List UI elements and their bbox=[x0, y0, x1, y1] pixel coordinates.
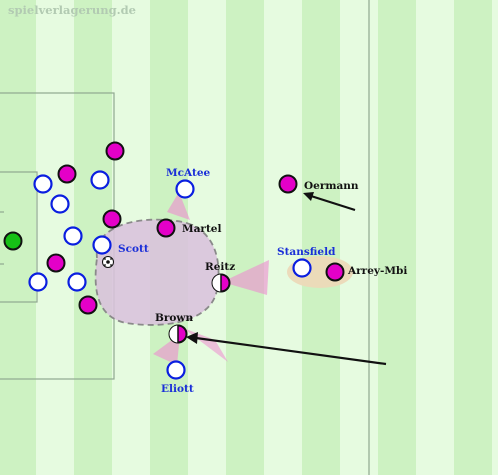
player-magenta-4 bbox=[46, 253, 66, 273]
team-b-players bbox=[28, 170, 312, 380]
player-magenta-5 bbox=[78, 295, 98, 315]
pressing-zone bbox=[94, 218, 220, 326]
player-magenta-1 bbox=[105, 141, 125, 161]
player-stansfield bbox=[292, 258, 312, 278]
player-defender-6 bbox=[67, 272, 87, 292]
player-brown bbox=[168, 324, 188, 344]
label-martel: Martel bbox=[182, 223, 221, 235]
label-eliott: Eliott bbox=[161, 383, 194, 395]
player-defender-4 bbox=[63, 226, 83, 246]
label-oermann: Oermann bbox=[304, 180, 359, 192]
player-defender-1 bbox=[33, 174, 53, 194]
arrow-oermann-run bbox=[310, 194, 356, 212]
pressure-cone-reitz bbox=[222, 260, 269, 295]
arrowhead-oermann-run bbox=[303, 192, 314, 201]
label-mcatee: McAtee bbox=[166, 167, 211, 179]
player-magenta-3 bbox=[102, 209, 122, 229]
goal-area bbox=[0, 171, 38, 303]
arrow-brown-run bbox=[195, 336, 387, 366]
label-arrey-mbi: Arrey-Mbi bbox=[347, 265, 407, 277]
player-arrey-mbi bbox=[325, 262, 345, 282]
player-eliott bbox=[166, 360, 186, 380]
player-defender-2 bbox=[90, 170, 110, 190]
player-goalkeeper bbox=[3, 231, 23, 251]
label-scott: Scott bbox=[118, 243, 149, 255]
label-brown: Brown bbox=[155, 312, 193, 324]
watermark-text: spielverlagerung.de bbox=[8, 3, 136, 17]
player-scott bbox=[92, 235, 112, 255]
team-a-players bbox=[46, 141, 345, 344]
player-defender-5 bbox=[28, 272, 48, 292]
player-oermann bbox=[278, 174, 298, 194]
player-martel bbox=[156, 218, 176, 238]
pressure-cone-martel bbox=[167, 192, 190, 220]
ball-icon bbox=[102, 256, 114, 268]
player-defender-3 bbox=[50, 194, 70, 214]
player-magenta-2 bbox=[57, 164, 77, 184]
arrowhead-brown-run bbox=[186, 332, 198, 344]
player-labels: McAtee Scott Martel Reitz Brown Eliott O… bbox=[118, 167, 407, 395]
player-reitz bbox=[211, 273, 231, 293]
label-stansfield: Stansfield bbox=[277, 246, 336, 258]
movement-arrows bbox=[186, 192, 387, 366]
player-mcatee bbox=[175, 179, 195, 199]
label-reitz: Reitz bbox=[205, 261, 235, 273]
